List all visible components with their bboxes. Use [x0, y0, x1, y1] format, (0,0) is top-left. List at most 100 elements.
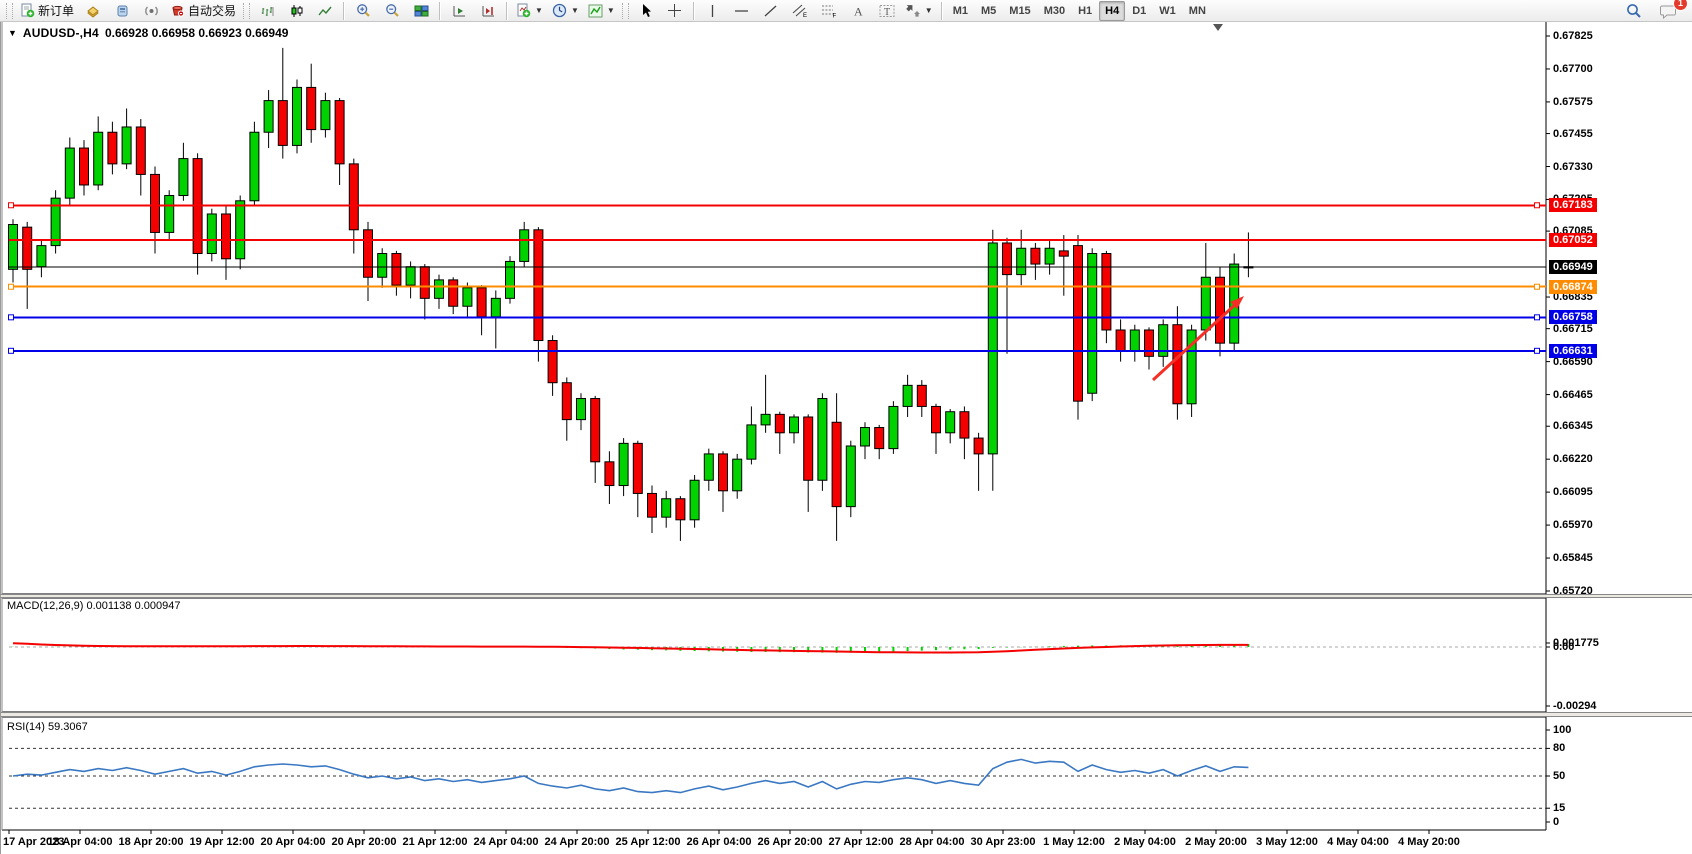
bull-candle — [732, 458, 743, 492]
bear-candle — [1243, 266, 1254, 269]
chart-menu-caret-icon[interactable]: ▼ — [8, 28, 17, 38]
pane-splitter[interactable] — [1, 712, 1692, 717]
bull-candle — [206, 213, 217, 255]
macd-axis-label: 0.001775 — [1553, 637, 1599, 649]
bar-chart-button[interactable] — [253, 0, 281, 22]
bull-candle — [249, 131, 260, 202]
bear-candle — [334, 100, 345, 165]
bull-candle — [902, 384, 913, 407]
price-tick-label: 0.67455 — [1553, 127, 1593, 140]
new-order-icon — [21, 3, 35, 18]
timeframe-d1-button[interactable]: D1 — [1132, 4, 1147, 17]
hline-handle[interactable] — [1534, 314, 1540, 321]
price-tick-label: 0.67825 — [1553, 30, 1593, 42]
price-tick-label: 0.66715 — [1553, 322, 1593, 335]
rsi-axis-label: 100 — [1553, 724, 1572, 736]
hline-handle[interactable] — [8, 347, 14, 354]
autotrading-button[interactable]: 自动交易 — [166, 0, 240, 22]
cursor-tool-button[interactable] — [632, 0, 660, 22]
bear-candle — [1002, 242, 1012, 276]
templates-button[interactable]: ▼ — [512, 0, 547, 22]
toolbar-grip[interactable] — [621, 2, 629, 19]
bull-candle — [1016, 247, 1027, 276]
equidistant-channel-icon: E — [792, 4, 807, 18]
rsi-line — [12, 758, 1249, 794]
date-axis-label: 18 Apr 20:00 — [118, 836, 184, 848]
toolbar-grip[interactable] — [243, 2, 251, 19]
hline-handle[interactable] — [1534, 283, 1540, 290]
date-axis-label: 4 May 20:00 — [1398, 836, 1460, 848]
price-tick-label: 0.67330 — [1553, 160, 1593, 173]
date-axis-label: 28 Apr 04:00 — [899, 836, 965, 848]
chart-canvas — [1, 22, 1550, 834]
date-axis-label: 1 May 12:00 — [1043, 836, 1105, 848]
candlestick-chart-button[interactable] — [282, 0, 310, 22]
vertical-line-tool-button[interactable] — [699, 0, 727, 22]
bear-candle — [959, 411, 970, 439]
bull-candle — [661, 498, 672, 518]
strategy-tester-button[interactable] — [137, 0, 165, 22]
date-axis-label: 2 May 20:00 — [1185, 836, 1247, 848]
trend-arrow-head[interactable] — [1230, 296, 1244, 310]
timeframe-m15-button[interactable]: M15 — [1009, 4, 1031, 17]
data-window-button[interactable] — [108, 0, 136, 22]
hline-handle[interactable] — [1534, 347, 1540, 354]
bear-candle — [448, 279, 459, 307]
data-window-icon — [117, 5, 128, 16]
chart-shift-button[interactable] — [474, 0, 502, 22]
equidistant-channel-tool-button[interactable]: E — [786, 0, 814, 22]
crosshair-tool-button[interactable] — [661, 0, 689, 22]
indicators-button[interactable]: ▼ — [584, 0, 619, 22]
zoom-out-button[interactable] — [378, 0, 406, 22]
new-order-button[interactable]: 新订单 — [16, 0, 78, 22]
notifications-button[interactable]: 1 — [1654, 0, 1688, 22]
fibonacci-tool-button[interactable]: F — [815, 0, 843, 22]
text-label-icon: T — [879, 4, 895, 17]
timeframe-h4-button[interactable]: H4 — [1099, 0, 1126, 21]
hline-handle[interactable] — [8, 283, 14, 290]
tile-windows-button[interactable] — [407, 0, 435, 22]
zoom-in-button[interactable] — [349, 0, 377, 22]
price-tick-label: 0.66095 — [1553, 486, 1593, 499]
auto-scroll-button[interactable] — [445, 0, 473, 22]
hline-handle[interactable] — [8, 314, 14, 321]
macd-axis-label: -0.00294 — [1553, 700, 1597, 712]
arrows-tool-button[interactable]: ▼ — [902, 0, 937, 22]
svg-text:T: T — [884, 6, 890, 17]
bear-candle — [1215, 276, 1225, 344]
bull-candle — [462, 287, 473, 307]
timeframe-mn-button[interactable]: MN — [1188, 4, 1206, 17]
macd-histogram — [12, 644, 1250, 653]
bull-candle — [121, 126, 132, 165]
text-tool-button[interactable]: A — [844, 0, 872, 22]
horizontal-line-tool-button[interactable] — [728, 0, 756, 22]
crosshair-icon — [668, 4, 682, 17]
line-chart-button[interactable] — [311, 0, 339, 22]
timeframe-w1-button[interactable]: W1 — [1159, 4, 1176, 17]
indicators-icon — [588, 4, 603, 17]
trend-arrow-annotation[interactable] — [1151, 300, 1240, 382]
arrows-icon — [905, 5, 920, 17]
bear-candle — [1030, 247, 1041, 265]
trendline-tool-button[interactable] — [757, 0, 785, 22]
hline-handle[interactable] — [8, 202, 14, 209]
bear-candle — [1115, 329, 1126, 352]
timeframe-m1-button[interactable]: M1 — [952, 4, 968, 17]
cursor-icon — [642, 4, 651, 17]
chart-shift-marker[interactable] — [1213, 24, 1223, 31]
date-axis-label: 24 Apr 04:00 — [473, 836, 539, 848]
timeframe-m30-button[interactable]: M30 — [1043, 4, 1066, 17]
date-axis-label: 3 May 12:00 — [1256, 836, 1318, 848]
pane-splitter[interactable] — [1, 594, 1692, 598]
search-button[interactable] — [1620, 0, 1648, 22]
chart-window[interactable]: ▼ AUDUSD-,H4 0.66928 0.66958 0.66923 0.6… — [0, 22, 1692, 854]
toolbar-grip[interactable] — [6, 2, 13, 19]
market-watch-button[interactable] — [79, 0, 107, 22]
timeframe-m5-button[interactable]: M5 — [981, 4, 997, 17]
timeframe-h1-button[interactable]: H1 — [1078, 4, 1093, 17]
hline-handle[interactable] — [1534, 202, 1540, 209]
text-label-tool-button[interactable]: T — [873, 0, 901, 22]
periods-button[interactable]: ▼ — [548, 0, 583, 22]
bear-candle — [561, 382, 572, 421]
bull-candle — [888, 405, 899, 450]
